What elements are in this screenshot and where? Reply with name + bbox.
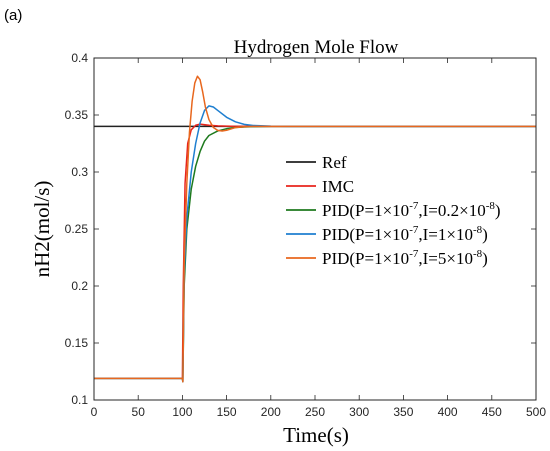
legend-label-superscript: -8 [473, 248, 483, 260]
x-tick-label: 150 [217, 405, 237, 419]
x-tick-label: 0 [91, 405, 98, 419]
y-tick-label: 0.25 [65, 222, 89, 236]
plot-background [94, 58, 536, 400]
x-tick-label: 200 [261, 405, 281, 419]
y-axis-label: nH2(mol/s) [30, 181, 54, 278]
x-tick-label: 100 [172, 405, 192, 419]
axes-frame [93, 57, 537, 401]
panel-label: (a) [4, 7, 22, 24]
series-line [94, 75, 536, 383]
legend-label-superscript: -8 [473, 224, 483, 236]
legend-entry-label: PID(P=1×10-7,I=5×10-8) [322, 248, 488, 268]
legend-label-superscript: -7 [409, 224, 419, 236]
x-tick-label: 50 [132, 405, 146, 419]
chart-title: Hydrogen Mole Flow [234, 37, 399, 58]
y-tick-label: 0.3 [71, 165, 88, 179]
x-tick-label: 250 [305, 405, 325, 419]
legend-label-text: IMC [322, 177, 354, 196]
legend-label-text: ,I=0.2×10 [418, 201, 485, 220]
x-tick-label: 350 [393, 405, 413, 419]
y-tick-label: 0.2 [71, 279, 88, 293]
y-tick-label: 0.35 [65, 108, 89, 122]
y-tick-label: 0.4 [71, 51, 88, 65]
legend-label-text: PID(P=1×10 [322, 249, 409, 268]
legend-label-text: ,I=5×10 [418, 249, 473, 268]
legend: RefIMCPID(P=1×10-7,I=0.2×10-8)PID(P=1×10… [286, 153, 501, 268]
legend-entry-label: PID(P=1×10-7,I=0.2×10-8) [322, 200, 501, 220]
legend-label-superscript: -7 [409, 200, 419, 212]
legend-label-text: ) [482, 249, 488, 268]
x-tick-label: 500 [526, 405, 546, 419]
legend-label-text: ) [482, 225, 488, 244]
plot-area: 0 50 100 150 200 250 300 350 400 450 500 0.1 0.15 0.2… [65, 51, 547, 419]
legend-label-superscript: -8 [486, 200, 496, 212]
x-tick-label: 450 [482, 405, 502, 419]
legend-entry-label: IMC [322, 177, 354, 196]
x-tick-label: 400 [438, 405, 458, 419]
x-axis-label: Time(s) [283, 423, 349, 447]
legend-label-text: PID(P=1×10 [322, 225, 409, 244]
legend-label-text: ) [495, 201, 501, 220]
legend-label-text: Ref [322, 153, 347, 172]
x-tick-label: 300 [349, 405, 369, 419]
legend-entry-label: PID(P=1×10-7,I=1×10-8) [322, 224, 488, 244]
y-tick-label: 0.15 [65, 336, 89, 350]
legend-label-text: ,I=1×10 [418, 225, 473, 244]
legend-entry-label: Ref [322, 153, 347, 172]
y-tick-label: 0.1 [71, 393, 88, 407]
legend-label-text: PID(P=1×10 [322, 201, 409, 220]
legend-label-superscript: -7 [409, 248, 419, 260]
